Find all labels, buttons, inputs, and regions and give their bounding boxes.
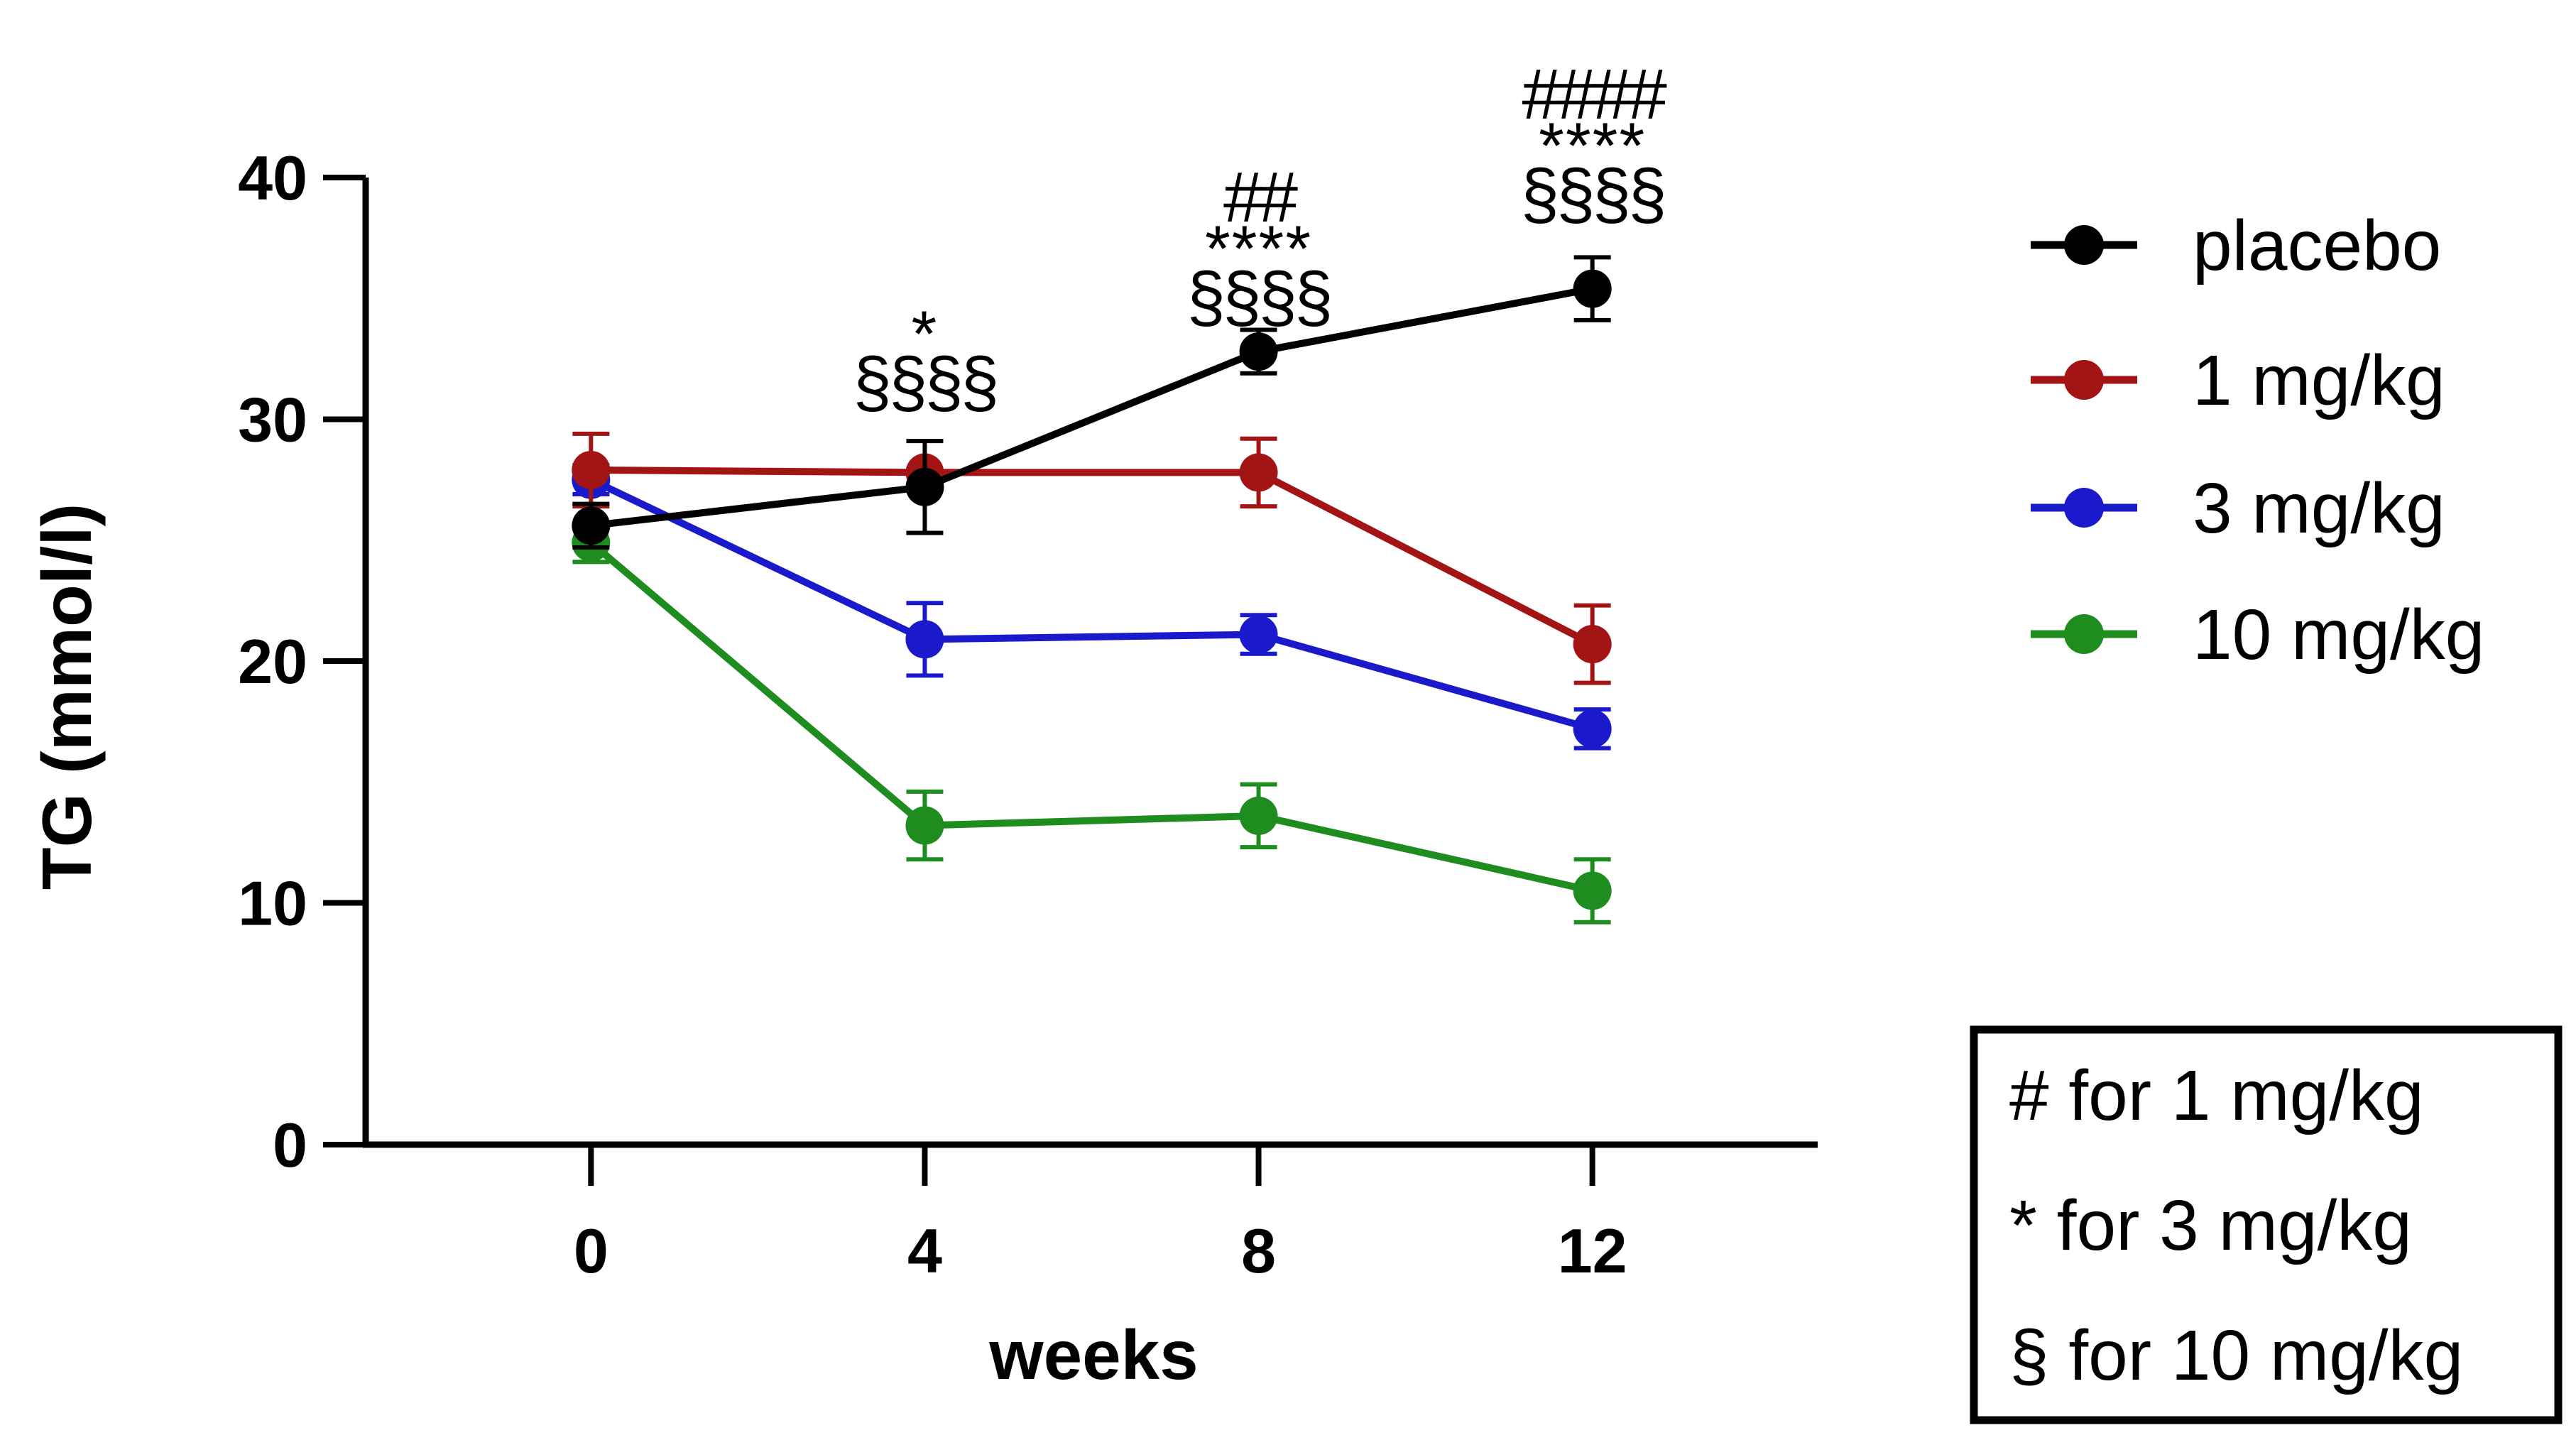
series-line bbox=[589, 540, 1593, 895]
annotation-line: * bbox=[912, 298, 939, 371]
annotation-line: ## bbox=[1223, 158, 1299, 237]
y-tick-label: 20 bbox=[238, 626, 307, 697]
legend-label: 3 mg/kg bbox=[2193, 469, 2445, 548]
data-point bbox=[905, 467, 944, 506]
data-point bbox=[1573, 269, 1612, 308]
data-point bbox=[1573, 625, 1612, 664]
legend-swatch-marker bbox=[2064, 488, 2104, 528]
y-tick-label: 0 bbox=[273, 1110, 307, 1180]
legend-item: 10 mg/kg bbox=[2031, 595, 2484, 675]
y-tick-label: 40 bbox=[238, 143, 307, 213]
legend: placebo 1 mg/kg 3 mg/kg 10 mg/kg bbox=[2031, 206, 2484, 675]
legend-item: 1 mg/kg bbox=[2031, 341, 2445, 420]
significance-key-entry: § for 10 mg/kg bbox=[2009, 1316, 2463, 1395]
legend-item: placebo bbox=[2031, 206, 2441, 285]
series-1-mg-kg bbox=[572, 431, 1612, 685]
annotation-week-8: ##****§§§§ bbox=[1187, 158, 1333, 336]
annotation-line: §§§§ bbox=[1521, 155, 1664, 233]
series-placebo bbox=[572, 255, 1612, 550]
y-axis-title: TG (mmol/l) bbox=[28, 503, 106, 890]
data-point bbox=[1239, 615, 1278, 654]
x-tick-label: 12 bbox=[1558, 1216, 1627, 1286]
x-tick-label: 4 bbox=[907, 1216, 942, 1286]
series-3-mg-kg bbox=[572, 460, 1612, 751]
annotation-week-4: *§§§§ bbox=[853, 298, 999, 421]
data-point bbox=[905, 620, 944, 659]
series-layer bbox=[572, 255, 1612, 925]
axes: 0 10 20 30 40 0 4 8 12 weeks TG (mmol/l) bbox=[28, 143, 1818, 1394]
data-point bbox=[905, 806, 944, 845]
significance-key: # for 1 mg/kg * for 3 mg/kg § for 10 mg/kg bbox=[1970, 1025, 2563, 1424]
data-point bbox=[1239, 796, 1278, 835]
annotation-line: §§§§ bbox=[853, 343, 996, 421]
significance-key-entry: # for 1 mg/kg bbox=[2009, 1056, 2424, 1135]
data-point bbox=[1239, 453, 1278, 492]
x-tick-label: 0 bbox=[574, 1216, 608, 1286]
y-tick-label: 30 bbox=[238, 385, 307, 455]
legend-swatch-marker bbox=[2064, 614, 2104, 654]
legend-label: 10 mg/kg bbox=[2193, 595, 2484, 675]
data-point bbox=[1573, 871, 1612, 910]
x-axis-title: weeks bbox=[988, 1316, 1198, 1394]
annotation-line: **** bbox=[1539, 110, 1646, 182]
data-point bbox=[1239, 332, 1278, 371]
significance-key-entry: * for 3 mg/kg bbox=[2009, 1186, 2412, 1265]
legend-label: placebo bbox=[2193, 206, 2441, 285]
legend-swatch-marker bbox=[2064, 360, 2104, 400]
y-tick-label: 10 bbox=[238, 868, 307, 939]
legend-item: 3 mg/kg bbox=[2031, 469, 2445, 548]
significance-annotations: *§§§§##****§§§§####****§§§§ bbox=[853, 55, 1672, 421]
significance-key-box bbox=[1970, 1025, 2563, 1424]
legend-swatch-marker bbox=[2064, 225, 2104, 265]
series-line bbox=[591, 467, 1594, 648]
annotation-line: §§§§ bbox=[1187, 258, 1331, 336]
data-point bbox=[572, 451, 611, 490]
series-10-mg-kg bbox=[572, 520, 1612, 925]
x-tick-label: 8 bbox=[1241, 1216, 1276, 1286]
series-line bbox=[590, 285, 1593, 530]
series-line bbox=[589, 476, 1594, 733]
annotation-line: #### bbox=[1522, 55, 1667, 134]
annotation-line: **** bbox=[1205, 213, 1312, 285]
annotation-week-12: ####****§§§§ bbox=[1521, 55, 1672, 233]
legend-label: 1 mg/kg bbox=[2193, 341, 2445, 420]
data-point bbox=[572, 506, 611, 545]
data-point bbox=[1573, 709, 1612, 748]
